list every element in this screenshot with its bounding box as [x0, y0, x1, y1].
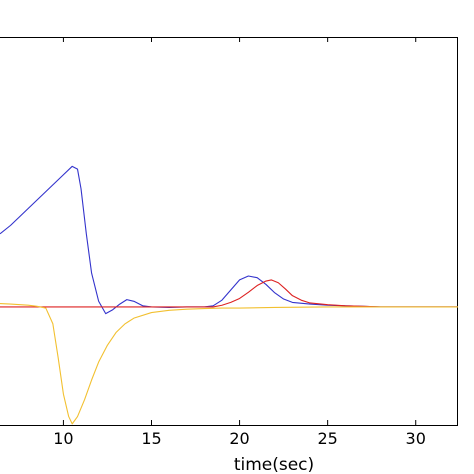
series-layer: [0, 165, 458, 425]
series-line-2: [0, 279, 458, 308]
series-line-1: [0, 165, 458, 315]
x-tick-layer: 10 15 20 25 30: [53, 37, 426, 448]
plot-frame: [0, 37, 458, 426]
series-line-3: [0, 302, 458, 425]
x-tick-label-30: 30: [406, 429, 426, 448]
x-tick-label-10: 10: [53, 429, 73, 448]
x-tick-label-15: 15: [141, 429, 161, 448]
x-axis-title: time(sec): [234, 455, 314, 474]
x-tick-label-20: 20: [229, 429, 249, 448]
x-tick-label-25: 25: [317, 429, 337, 448]
